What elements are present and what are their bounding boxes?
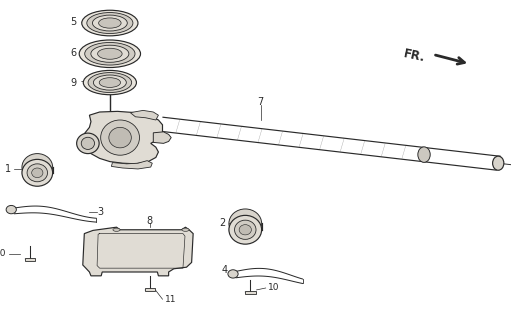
Bar: [25, 258, 35, 261]
Text: 9: 9: [71, 77, 77, 88]
Ellipse shape: [77, 133, 99, 154]
Text: 10: 10: [268, 284, 280, 292]
Ellipse shape: [418, 147, 430, 162]
Polygon shape: [130, 110, 158, 120]
Ellipse shape: [27, 164, 48, 182]
Ellipse shape: [109, 127, 131, 148]
Text: 1: 1: [5, 164, 11, 174]
Ellipse shape: [239, 225, 251, 235]
Ellipse shape: [83, 70, 136, 95]
Polygon shape: [153, 132, 171, 143]
Ellipse shape: [6, 205, 16, 214]
Polygon shape: [111, 161, 152, 169]
Ellipse shape: [99, 18, 121, 28]
Ellipse shape: [88, 73, 132, 92]
Text: 6: 6: [71, 48, 77, 59]
Ellipse shape: [182, 228, 189, 231]
Text: 11: 11: [165, 295, 176, 304]
Ellipse shape: [99, 78, 121, 87]
Ellipse shape: [228, 270, 238, 278]
Ellipse shape: [113, 228, 120, 231]
Polygon shape: [82, 111, 162, 164]
Text: 8: 8: [147, 216, 153, 227]
Text: FR.: FR.: [403, 47, 427, 65]
Ellipse shape: [22, 159, 53, 186]
Text: 5: 5: [71, 17, 77, 27]
Ellipse shape: [229, 209, 262, 238]
Ellipse shape: [229, 215, 262, 244]
Bar: [145, 288, 155, 291]
Text: 10: 10: [0, 249, 6, 258]
Ellipse shape: [101, 120, 140, 155]
Ellipse shape: [81, 137, 95, 149]
Ellipse shape: [79, 40, 141, 68]
Ellipse shape: [32, 168, 43, 178]
Ellipse shape: [82, 10, 138, 36]
Text: 7: 7: [258, 97, 264, 108]
Ellipse shape: [493, 156, 504, 170]
Ellipse shape: [22, 154, 53, 180]
Ellipse shape: [98, 48, 122, 59]
Ellipse shape: [91, 45, 129, 62]
Polygon shape: [83, 227, 193, 276]
Ellipse shape: [87, 12, 133, 34]
Text: 3: 3: [98, 207, 104, 217]
Ellipse shape: [94, 75, 126, 90]
Ellipse shape: [235, 220, 256, 239]
Text: 4: 4: [222, 265, 228, 275]
Ellipse shape: [85, 43, 135, 65]
Ellipse shape: [92, 15, 127, 31]
Text: 2: 2: [220, 218, 226, 228]
Bar: [245, 291, 256, 294]
